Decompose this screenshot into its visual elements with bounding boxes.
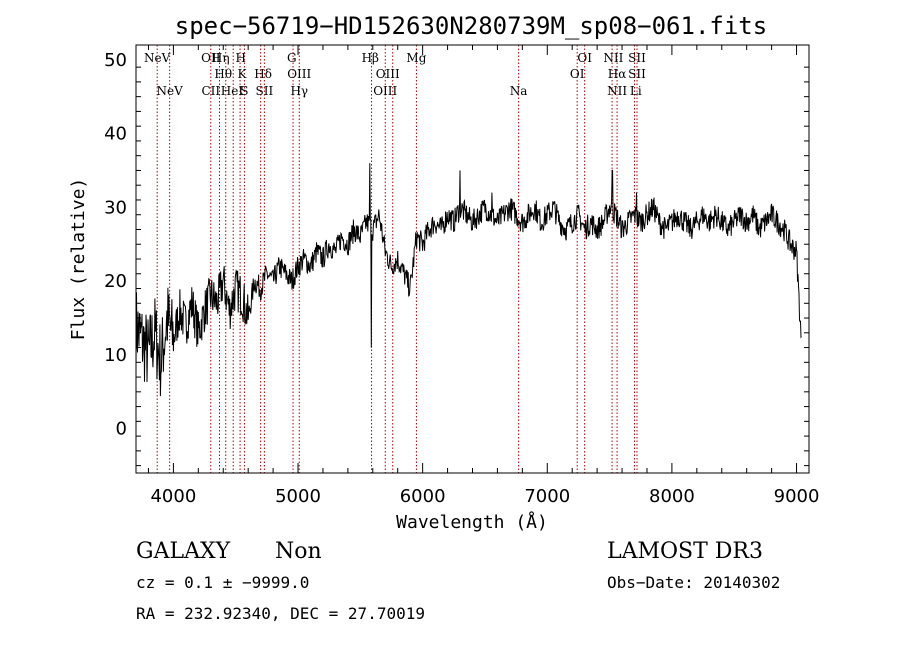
obs-date-text: Obs−Date: 20140302	[607, 573, 780, 592]
redshift-text: cz = 0.1 ± −9999.0	[136, 573, 309, 592]
emission-line-label-23: Hα	[608, 67, 627, 81]
emission-line-label-26: SII	[628, 67, 646, 81]
emission-line-label-20: OI	[577, 51, 592, 65]
x-tick-label: 4000	[150, 486, 196, 507]
x-tick-label: 7000	[524, 486, 570, 507]
survey-label: LAMOST DR3	[607, 539, 763, 564]
emission-line-label-12: G	[287, 51, 297, 65]
emission-line-label-6: HeI	[221, 84, 244, 98]
emission-line-label-18: Mg	[406, 51, 426, 65]
emission-line-label-24: NII	[607, 84, 627, 98]
y-tick-label: 20	[104, 271, 127, 292]
y-axis-ticks: 0 10 20 30 40 50	[104, 50, 809, 467]
emission-line-label-10: Hδ	[254, 67, 272, 81]
x-tick-label: 6000	[400, 486, 446, 507]
x-tick-label: 9000	[774, 486, 820, 507]
emission-line-label-7: H	[235, 51, 245, 65]
emission-line-label-14: Hγ	[290, 84, 308, 98]
y-tick-label: 0	[116, 419, 127, 440]
y-tick-label: 40	[104, 124, 127, 145]
emission-line-label-0: NeV	[144, 51, 171, 65]
emission-line-label-17: OIII	[373, 84, 397, 98]
emission-line-label-9: S	[240, 84, 248, 98]
x-tick-label: 8000	[649, 486, 695, 507]
emission-line-label-22: NII	[603, 51, 623, 65]
x-tick-label: 5000	[275, 486, 321, 507]
emission-line-label-21: OI	[570, 67, 585, 81]
y-tick-label: 30	[104, 197, 127, 218]
emission-line-label-16: OIII	[376, 67, 400, 81]
plot-frame	[135, 44, 810, 474]
object-class: GALAXY	[136, 539, 231, 564]
emission-line-label-8: K	[237, 67, 247, 81]
emission-line-label-5: Hθ	[214, 67, 232, 81]
emission-line-label-1: NeV	[157, 84, 184, 98]
y-tick-label: 10	[104, 345, 127, 366]
y-axis-label: Flux (relative)	[68, 178, 89, 341]
object-subclass: Non	[275, 539, 322, 564]
emission-line-label-2: OII	[201, 51, 221, 65]
coordinates-text: RA = 232.92340, DEC = 27.70019	[136, 604, 425, 623]
emission-line-label-13: OIII	[287, 67, 311, 81]
spectrum-line	[135, 163, 802, 397]
emission-line-label-25: SII	[628, 51, 646, 65]
emission-line-label-4: Hη	[212, 51, 230, 65]
chart-title: spec−56719−HD152630N280739M_sp08−061.fit…	[175, 12, 767, 40]
x-axis-label: Wavelength (Å)	[396, 511, 548, 533]
emission-line-labels: NeV NeV OII CII Hη Hθ HeI HKS Hδ SII G OIII Hγ Hβ OIII…	[144, 51, 646, 98]
y-tick-label: 50	[104, 50, 127, 71]
spectrum-layer	[135, 163, 802, 397]
x-axis-ticks: 4000 5000 6000 7000 8000 9000	[147, 45, 820, 507]
emission-line-label-3: CII	[201, 84, 220, 98]
emission-line-label-27: Li	[630, 84, 642, 98]
emission-line-label-11: SII	[256, 84, 274, 98]
emission-line-markers	[156, 45, 638, 473]
emission-line-label-15: Hβ	[362, 51, 379, 65]
emission-line-label-19: Na	[510, 84, 528, 98]
